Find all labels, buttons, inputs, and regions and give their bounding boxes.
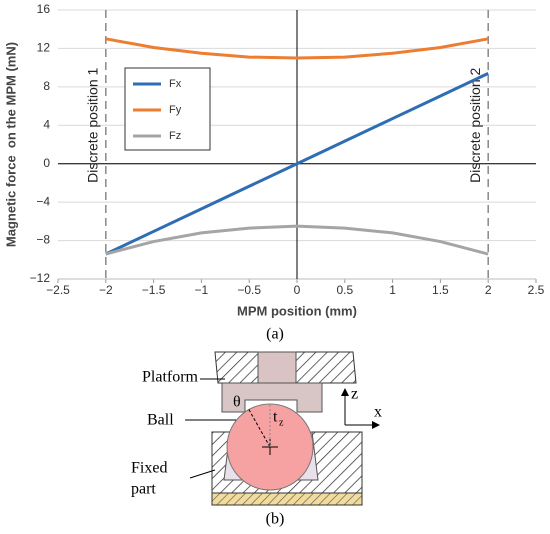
x-tick-label: 0.5 bbox=[336, 283, 353, 297]
panel-label: (a) bbox=[266, 326, 284, 343]
annotation: Discrete position 2 bbox=[467, 67, 483, 182]
y-axis-label: Magnetic force on the MPM (mN) bbox=[3, 42, 18, 247]
x-tick-label: −1 bbox=[195, 283, 209, 297]
platform-center bbox=[257, 351, 297, 384]
legend-label: Fz bbox=[169, 130, 181, 142]
platform-legs bbox=[221, 382, 323, 413]
label: part bbox=[131, 481, 156, 498]
x-tick-label: −2 bbox=[99, 283, 113, 297]
label: Ball bbox=[147, 412, 174, 429]
y-tick-label: −12 bbox=[30, 271, 51, 285]
x-tick-label: 0 bbox=[294, 283, 301, 297]
series-line bbox=[105, 72, 489, 256]
series-line bbox=[105, 37, 489, 60]
axis-label: x bbox=[374, 404, 382, 421]
theta: θ bbox=[233, 394, 241, 411]
series-line bbox=[105, 224, 489, 256]
contact-line bbox=[247, 407, 271, 448]
arrow bbox=[372, 421, 380, 429]
x-tick-label: 2 bbox=[485, 283, 492, 297]
x-tick-label: −0.5 bbox=[237, 283, 261, 297]
y-tick-label: 12 bbox=[37, 41, 51, 55]
y-tick-label: −8 bbox=[36, 233, 50, 247]
t-sub: z bbox=[279, 417, 284, 428]
leader bbox=[189, 469, 216, 479]
x-tick-label: 1 bbox=[389, 283, 396, 297]
x-tick-label: −1.5 bbox=[142, 283, 166, 297]
label: Fixed bbox=[131, 460, 167, 477]
y-tick-label: −4 bbox=[36, 194, 50, 208]
x-tick-label: 1.5 bbox=[432, 283, 449, 297]
label: Platform bbox=[142, 369, 199, 386]
arrow bbox=[341, 388, 349, 396]
y-tick-label: 16 bbox=[37, 2, 51, 16]
legend-label: Fy bbox=[169, 104, 182, 116]
diagram: Platform Ball Fixed part θ t z z x bbox=[131, 351, 382, 506]
legend-label: Fx bbox=[169, 78, 182, 90]
base bbox=[211, 492, 363, 506]
axis-label: z bbox=[351, 386, 358, 403]
x-tick-label: −2.5 bbox=[46, 283, 70, 297]
y-tick-label: 8 bbox=[43, 79, 50, 93]
y-tick-label: 4 bbox=[43, 117, 50, 131]
x-axis-label: MPM position (mm) bbox=[237, 303, 357, 318]
annotation: Discrete position 1 bbox=[85, 67, 101, 182]
x-tick-label: 2.5 bbox=[528, 283, 545, 297]
chart: −12 −8 −4 0 4 8 12 16 −2.5 −2 −1.5 −1 −0.5 0 0.5 1 1.5 2 2… bbox=[3, 2, 544, 318]
t-label: t bbox=[273, 409, 278, 426]
y-tick-label: 0 bbox=[43, 156, 50, 170]
panel-label: (b) bbox=[266, 511, 285, 528]
